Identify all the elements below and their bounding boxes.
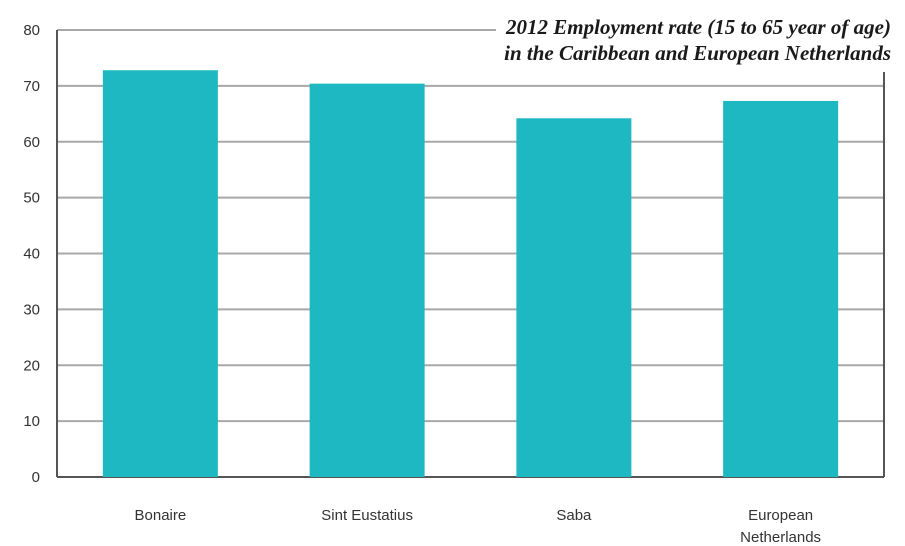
annotation-line-2: in the Caribbean and European Netherland… bbox=[504, 41, 891, 65]
x-category-label: Saba bbox=[556, 507, 592, 524]
annotation-line-1: 2012 Employment rate (15 to 65 year of a… bbox=[506, 15, 891, 39]
x-category-label: European bbox=[748, 507, 813, 524]
x-category-label: Sint Eustatius bbox=[321, 507, 413, 524]
bar-sint-eustatius bbox=[309, 83, 425, 477]
bar-bonaire bbox=[102, 70, 218, 477]
chart-annotation: 2012 Employment rate (15 to 65 year of a… bbox=[496, 12, 897, 72]
y-tick-label: 50 bbox=[23, 190, 40, 207]
x-category-label: Bonaire bbox=[135, 507, 187, 524]
x-category-label: Netherlands bbox=[740, 529, 821, 546]
y-tick-label: 10 bbox=[23, 413, 40, 430]
bar-saba bbox=[516, 118, 632, 477]
y-tick-label: 70 bbox=[23, 78, 40, 95]
y-tick-label: 40 bbox=[23, 246, 40, 263]
y-tick-label: 20 bbox=[23, 357, 40, 374]
y-tick-label: 80 bbox=[23, 22, 40, 39]
y-tick-label: 60 bbox=[23, 134, 40, 151]
y-tick-label: 30 bbox=[23, 301, 40, 318]
y-tick-label: 0 bbox=[32, 469, 40, 486]
bar-european-netherlands bbox=[723, 100, 839, 478]
